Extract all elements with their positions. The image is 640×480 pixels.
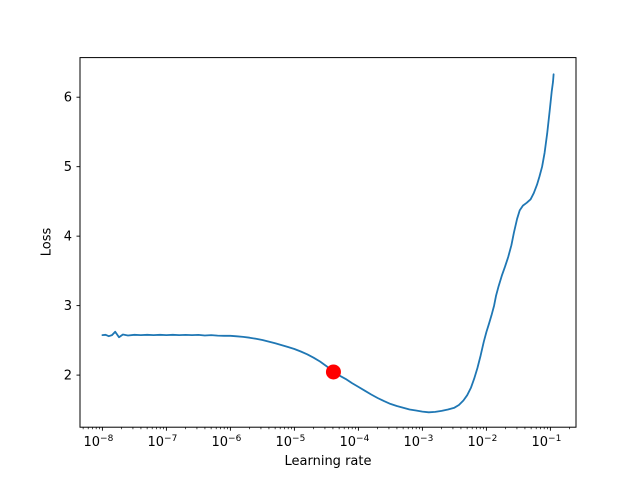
x-axis-label: Learning rate	[284, 454, 372, 469]
loss-curve	[101, 73, 555, 414]
y-axis-label: Loss	[39, 227, 55, 257]
x-tick-label: 10−6	[211, 434, 241, 450]
x-tick-label: 10−3	[403, 434, 433, 450]
y-axis-ticks: 2 3 4 5 6	[64, 91, 80, 384]
y-tick-label: 2	[64, 369, 72, 384]
x-tick-label: 10−2	[467, 434, 497, 450]
x-tick-label: 10−1	[531, 434, 561, 450]
x-tick-label: 10−7	[147, 434, 177, 450]
y-tick-label: 6	[64, 91, 72, 106]
y-tick-label: 4	[64, 230, 72, 245]
suggested-lr-point	[325, 364, 341, 380]
x-axis-major-ticks: 10−8 10−7 10−6 10−5 10−4 10−3 10−2 10−1	[83, 427, 561, 450]
y-tick-label: 3	[64, 299, 72, 314]
x-tick-label: 10−5	[275, 434, 305, 450]
x-tick-label: 10−4	[339, 434, 369, 450]
axes-spines	[79, 57, 577, 428]
x-tick-label: 10−8	[83, 434, 113, 450]
y-tick-label: 5	[64, 160, 72, 175]
